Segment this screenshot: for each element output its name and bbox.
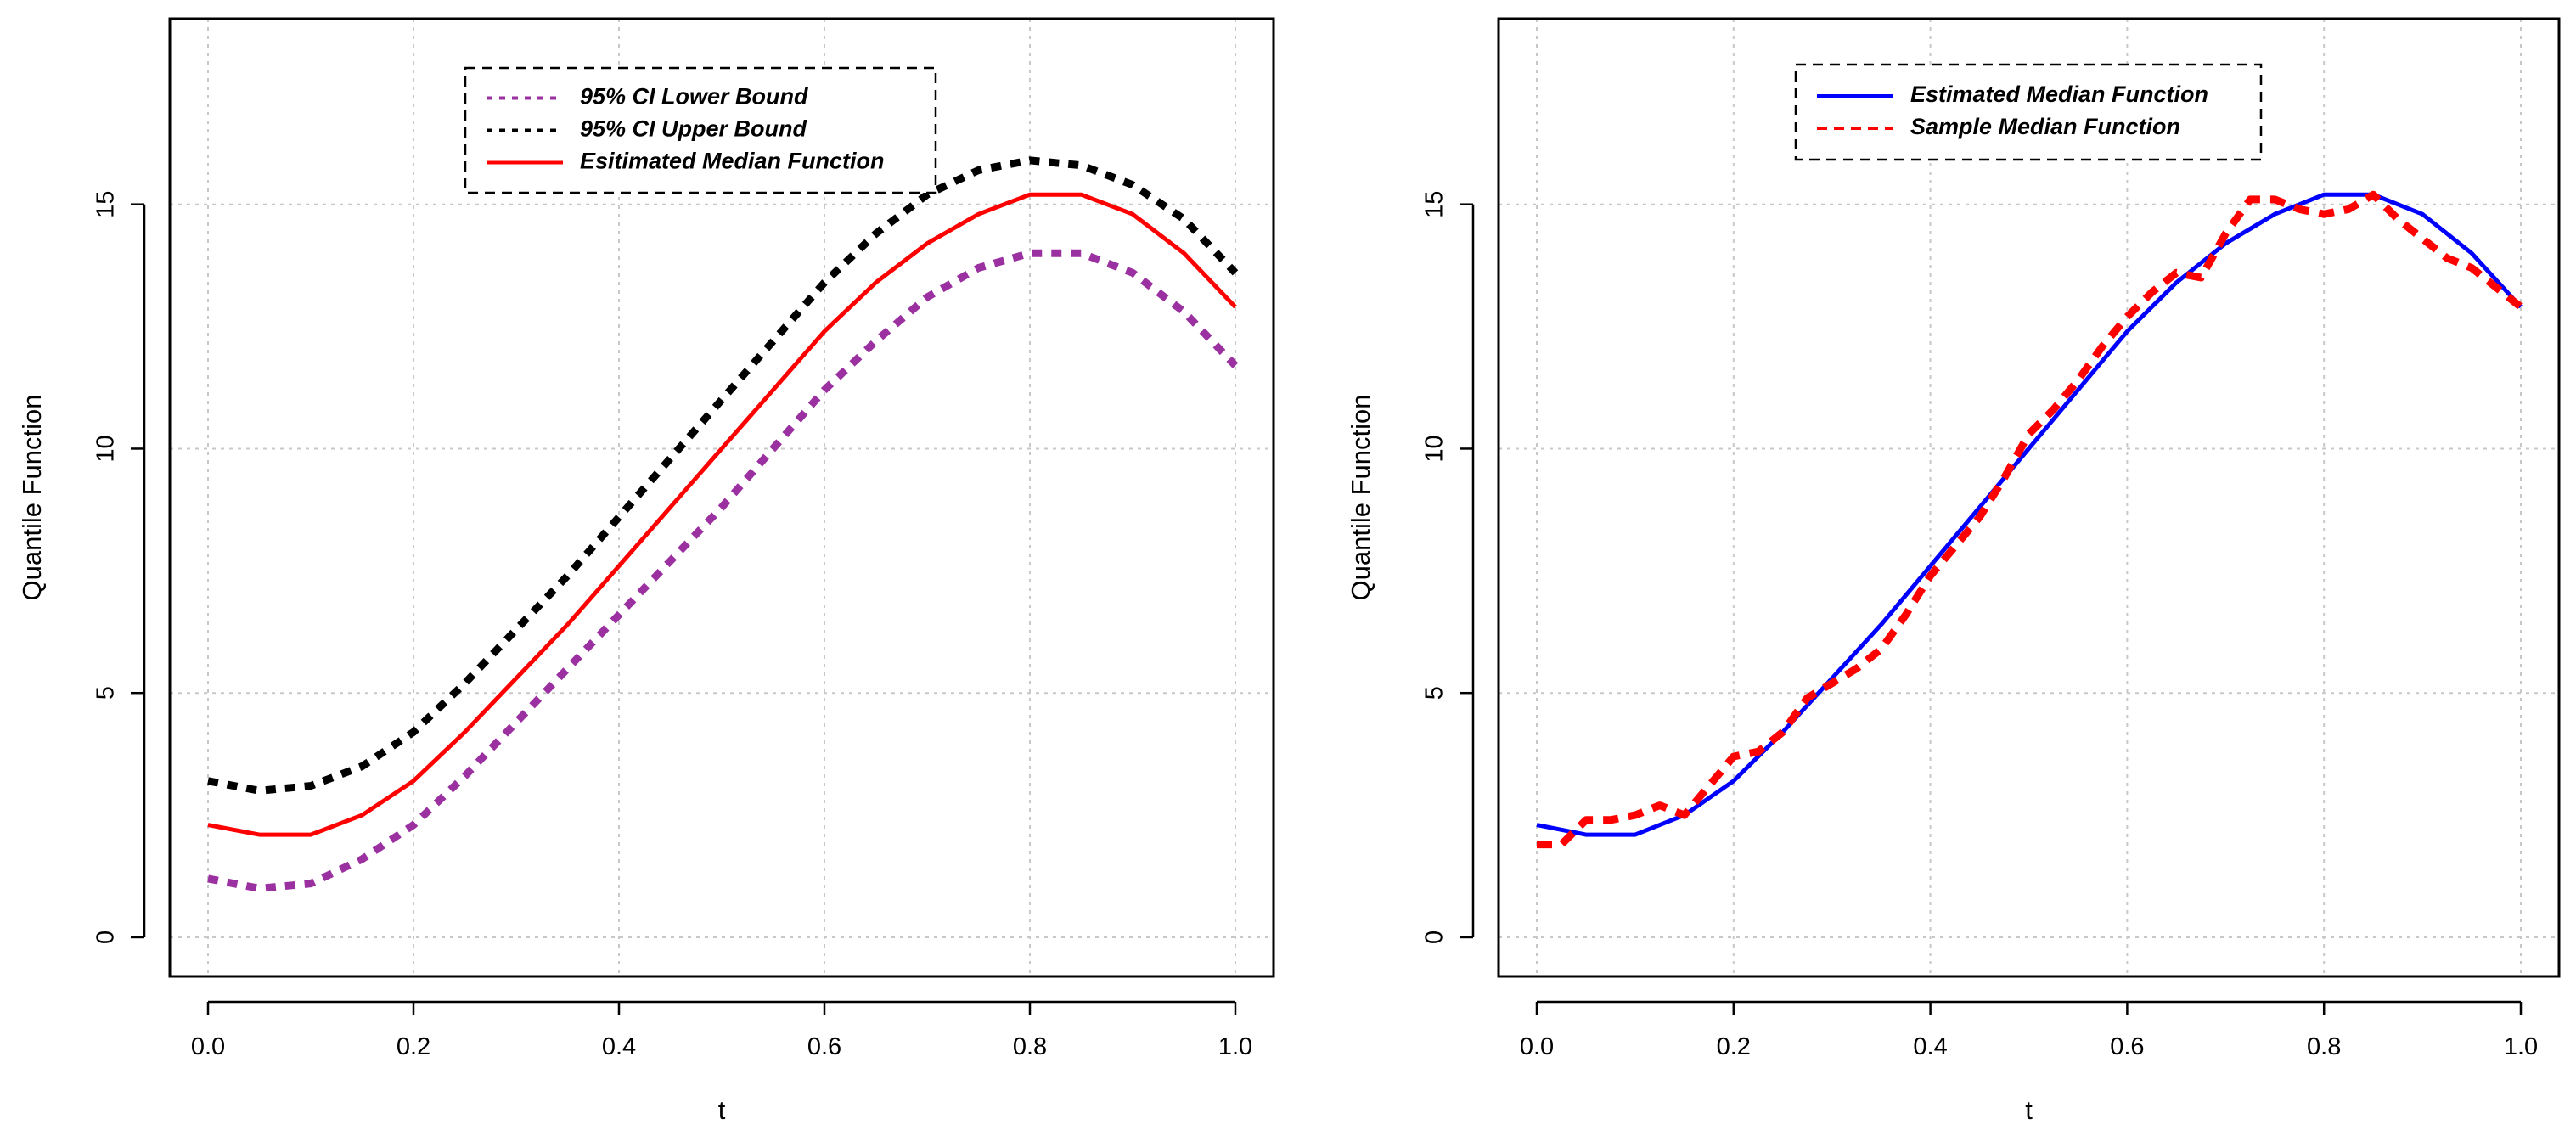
y-tick-label: 5 <box>93 686 120 700</box>
x-tick-label: 0.2 <box>397 1033 430 1060</box>
legend-label: Esitimated Median Function <box>580 149 885 174</box>
legend-label: Sample Median Function <box>1910 114 2180 139</box>
plot-frame <box>1497 17 2561 978</box>
x-axis-title: t <box>2025 1095 2033 1125</box>
legend-label: 95% CI Lower Bound <box>580 84 808 110</box>
chart-panel-1: 0.0 0.2 0.4 0.6 0.8 1.0 0 5 10 15 t Quantile Functi… <box>17 17 1275 1125</box>
legend: 95% CI Lower Bound 95% CI Upper Bound Esit… <box>464 66 937 194</box>
x-tick-label: 1.0 <box>2504 1033 2538 1060</box>
y-tick-label: 0 <box>1421 931 1448 944</box>
plot-frame <box>168 17 1275 978</box>
y-tick-label: 15 <box>93 191 120 218</box>
series-line-esitimated-median-function <box>207 192 1237 837</box>
series-line-95-ci-upper-bound <box>207 156 1239 795</box>
x-tick-label: 0.0 <box>191 1033 225 1060</box>
y-axis-title: Quantile Function <box>1346 395 1375 601</box>
series-line-estimated-median-function <box>1536 192 2523 837</box>
x-tick-label: 1.0 <box>1218 1033 1252 1060</box>
x-axis-title: t <box>718 1095 726 1125</box>
y-tick-label: 5 <box>1421 686 1448 700</box>
y-axis-title: Quantile Function <box>17 395 47 601</box>
x-tick-label: 0.2 <box>1717 1033 1751 1060</box>
legend-label: 95% CI Upper Bound <box>580 116 807 142</box>
x-tick-label: 0.4 <box>1913 1033 1947 1060</box>
y-tick-label: 0 <box>93 931 120 944</box>
series-line-95-ci-lower-bound <box>207 249 1239 892</box>
legend: Estimated Median Function Sample Median F… <box>1794 63 2263 161</box>
legend-box <box>1794 63 2263 161</box>
y-tick-label: 10 <box>93 435 120 462</box>
x-tick-label: 0.8 <box>1013 1033 1047 1060</box>
legend-label: Estimated Median Function <box>1910 82 2208 107</box>
chart-panel-2: 0.0 0.2 0.4 0.6 0.8 1.0 0 5 10 15 t Quantile Functi… <box>1346 17 2561 1125</box>
x-tick-label: 0.6 <box>2110 1033 2144 1060</box>
y-tick-label: 10 <box>1421 435 1448 462</box>
series-line-sample-median-function <box>1537 190 2523 849</box>
y-tick-label: 15 <box>1421 191 1448 218</box>
legend-box <box>464 66 937 194</box>
x-tick-label: 0.6 <box>807 1033 841 1060</box>
x-tick-label: 0.8 <box>2307 1033 2341 1060</box>
x-tick-label: 0.0 <box>1520 1033 1554 1060</box>
x-tick-label: 0.4 <box>602 1033 636 1060</box>
